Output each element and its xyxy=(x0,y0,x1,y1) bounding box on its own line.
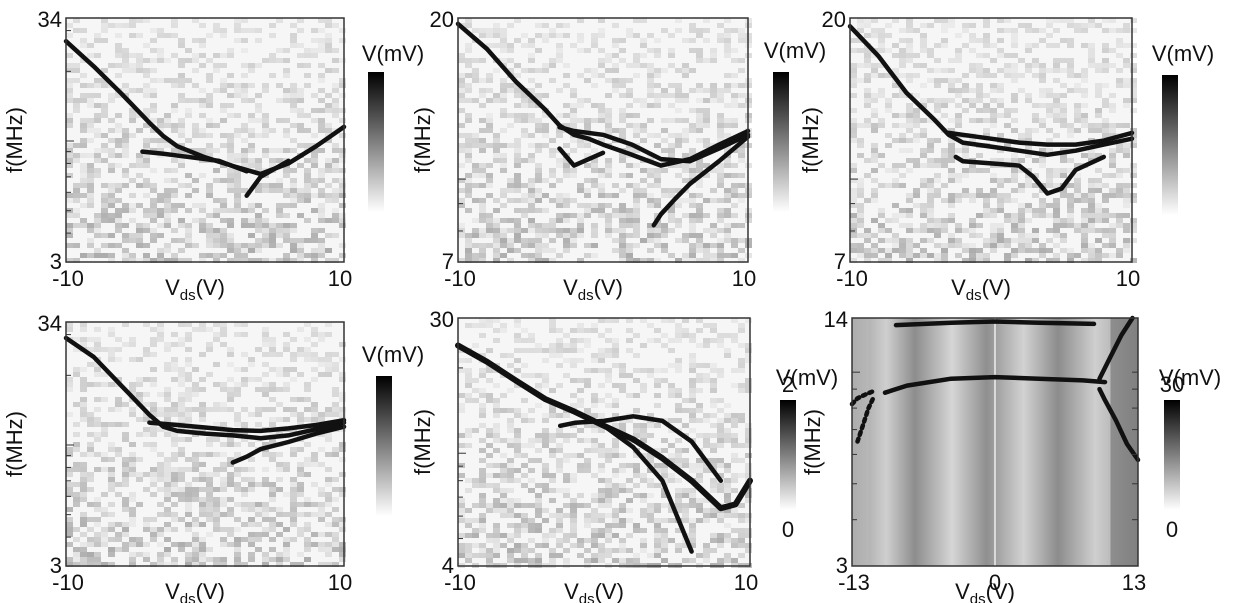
x-axis-label: Vds(V) xyxy=(165,275,225,304)
chart-panel-5: 30 4-10 10 Vds(V) f(MHz) V(mV)2 0 xyxy=(410,307,838,603)
y-tick-label: 3 xyxy=(50,553,62,578)
colorbar-tick-label: 2 xyxy=(782,372,794,397)
x-axis-label: Vds(V) xyxy=(563,275,623,304)
y-tick-label: 7 xyxy=(834,249,846,274)
data-series-3 xyxy=(1097,315,1135,381)
y-tick-label: 34 xyxy=(38,311,62,336)
colorbar-tick-label: 0 xyxy=(782,517,794,542)
data-series-1 xyxy=(882,374,1108,395)
chart-panel-6: 14 3-13 0 13 Vds(V) f(MHz) V(mV)30 0 xyxy=(800,307,1221,603)
colorbar-label: V(mV) xyxy=(764,38,826,63)
data-series-4 xyxy=(1097,386,1141,463)
colorbar xyxy=(780,400,796,510)
chart-panel-2: 20 7-10 10 Vds(V) f(MHz) V(mV) xyxy=(410,7,826,304)
y-tick-label: 7 xyxy=(442,249,454,274)
colorbar xyxy=(1162,75,1178,215)
data-series-3 xyxy=(953,154,1107,196)
noise-texture xyxy=(850,18,1137,263)
y-tick-label: 20 xyxy=(822,7,846,32)
x-tick-label: -10 xyxy=(52,570,84,595)
y-tick-label: 3 xyxy=(50,249,62,274)
colorbar-tick-label: 0 xyxy=(1166,517,1178,542)
colorbar-tick-label: 30 xyxy=(1160,372,1184,397)
y-axis-label: f(MHz) xyxy=(800,409,825,475)
data-series-1 xyxy=(63,38,347,177)
plot-frame xyxy=(849,17,1133,263)
x-tick-label: -10 xyxy=(836,266,868,291)
x-tick-label: -13 xyxy=(838,570,870,595)
x-tick-label: 10 xyxy=(328,570,352,595)
chart-panel-3: 20 7-10 10 Vds(V) f(MHz) V(mV) xyxy=(798,7,1214,304)
x-axis-label: Vds(V) xyxy=(165,579,225,603)
data-series-2 xyxy=(557,414,724,483)
x-tick-label: 10 xyxy=(734,570,758,595)
x-tick-label: -10 xyxy=(444,266,476,291)
y-axis-label: f(MHz) xyxy=(798,107,823,173)
x-axis-label: Vds(V) xyxy=(564,579,624,603)
colorbar-label: V(mV) xyxy=(362,41,424,66)
y-tick-label: 20 xyxy=(430,7,454,32)
data-series-3 xyxy=(244,158,291,198)
colorbar xyxy=(773,72,789,212)
data-series-1 xyxy=(455,342,753,512)
data-series-2 xyxy=(946,130,1135,147)
data-series-1 xyxy=(847,24,1135,158)
colorbar-label: V(mV) xyxy=(776,365,838,390)
colorbar-label: V(mV) xyxy=(1152,41,1214,66)
y-axis-label: f(MHz) xyxy=(410,409,435,475)
data-series-2 xyxy=(140,149,249,174)
y-axis-label: f(MHz) xyxy=(410,107,435,173)
x-axis-label: Vds(V) xyxy=(951,275,1011,304)
x-tick-label: -10 xyxy=(52,266,84,291)
x-tick-label: 10 xyxy=(328,266,352,291)
y-tick-label: 34 xyxy=(38,7,62,32)
chart-panel-4: 34 3-10 10 Vds(V) f(MHz) V(mV) xyxy=(2,311,424,603)
y-tick-label: 3 xyxy=(836,553,848,578)
data-series-3 xyxy=(230,424,347,465)
y-axis-label: f(MHz) xyxy=(2,107,27,173)
plot-frame xyxy=(457,17,749,263)
plot-frame xyxy=(65,17,345,263)
y-tick-label: 14 xyxy=(824,307,848,332)
colorbar-label: V(mV) xyxy=(1159,365,1221,390)
data-series-2 xyxy=(557,124,751,164)
noise-texture xyxy=(458,18,752,263)
x-tick-label: 13 xyxy=(1122,570,1146,595)
colorbar xyxy=(1164,400,1180,510)
data-series-2 xyxy=(893,319,1097,328)
plot-frame xyxy=(851,317,1139,567)
x-axis-label: Vds(V) xyxy=(955,579,1015,603)
data-series-2 xyxy=(147,417,347,434)
data-series-4 xyxy=(651,134,751,228)
data-series-6 xyxy=(855,394,877,444)
plot-frame xyxy=(457,317,751,567)
colorbar-label: V(mV) xyxy=(362,342,424,367)
data-series-3 xyxy=(557,146,606,168)
chart-panel-1: 34 3-10 10 Vds(V) f(MHz) V(mV) xyxy=(2,7,424,304)
x-tick-label: 10 xyxy=(732,266,756,291)
colorbar xyxy=(368,72,384,212)
y-tick-label: 30 xyxy=(430,307,454,332)
noise-texture xyxy=(66,18,346,263)
data-series-3 xyxy=(601,423,694,554)
data-series-5 xyxy=(849,388,877,407)
data-series-1 xyxy=(63,335,347,441)
y-axis-label: f(MHz) xyxy=(2,411,27,477)
x-tick-label: -10 xyxy=(444,570,476,595)
x-tick-label: 0 xyxy=(989,570,1001,595)
colorbar xyxy=(376,376,392,516)
edge-band xyxy=(852,318,869,566)
y-tick-label: 4 xyxy=(442,553,454,578)
plot-frame xyxy=(65,321,345,567)
x-tick-label: 10 xyxy=(1116,266,1140,291)
